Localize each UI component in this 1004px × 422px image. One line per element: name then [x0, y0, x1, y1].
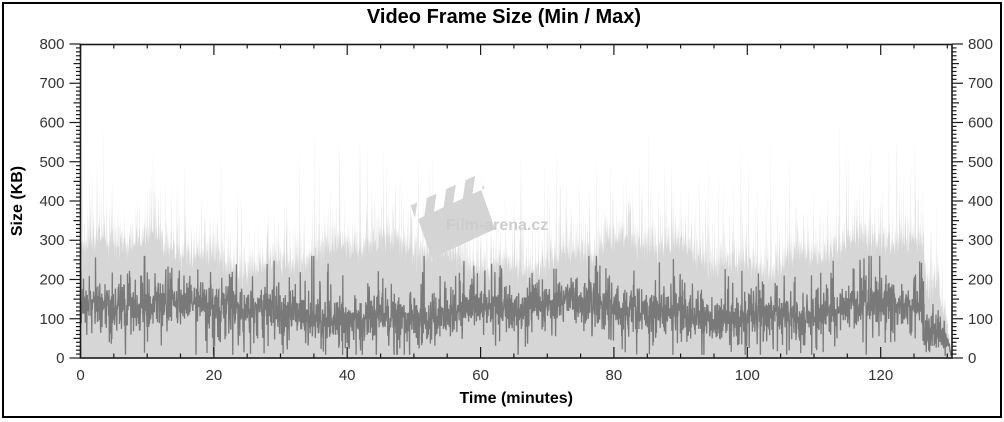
svg-text:Time (minutes): Time (minutes)	[459, 390, 573, 407]
svg-text:Video Frame Size (Min / Max): Video Frame Size (Min / Max)	[367, 6, 641, 28]
svg-text:300: 300	[968, 232, 993, 249]
svg-text:700: 700	[39, 75, 64, 92]
svg-text:0: 0	[968, 350, 976, 367]
svg-text:20: 20	[206, 367, 223, 384]
svg-text:200: 200	[39, 272, 64, 289]
svg-text:800: 800	[39, 36, 64, 53]
svg-text:600: 600	[39, 115, 64, 132]
svg-text:60: 60	[472, 367, 489, 384]
svg-text:400: 400	[39, 193, 64, 210]
svg-text:400: 400	[968, 193, 993, 210]
svg-text:100: 100	[39, 311, 64, 328]
svg-text:100: 100	[735, 367, 760, 384]
svg-text:100: 100	[968, 311, 993, 328]
svg-text:300: 300	[39, 232, 64, 249]
svg-text:500: 500	[39, 154, 64, 171]
svg-text:500: 500	[968, 154, 993, 171]
svg-text:800: 800	[968, 36, 993, 53]
svg-text:80: 80	[606, 367, 623, 384]
svg-text:0: 0	[56, 350, 64, 367]
svg-text:0: 0	[76, 367, 84, 384]
svg-text:40: 40	[339, 367, 356, 384]
svg-text:120: 120	[868, 367, 893, 384]
svg-text:600: 600	[968, 115, 993, 132]
svg-text:200: 200	[968, 272, 993, 289]
svg-text:700: 700	[968, 75, 993, 92]
svg-text:Size (KB): Size (KB)	[9, 166, 26, 236]
